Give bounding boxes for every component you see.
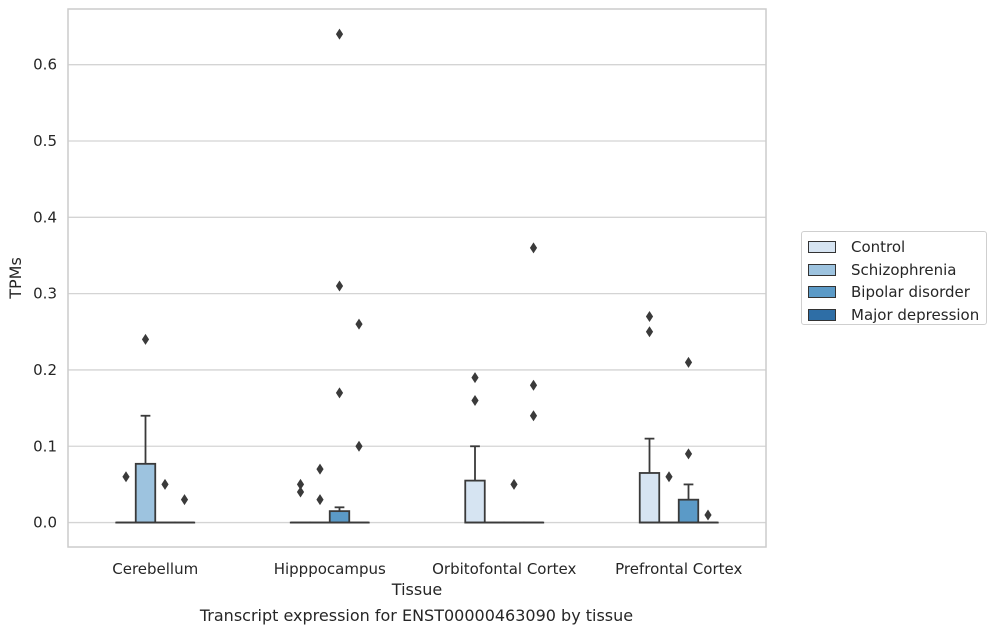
x-tick-label: Hipppocampus <box>274 560 386 578</box>
y-axis-label: TPMs <box>6 257 25 300</box>
box-major-depression <box>348 318 370 524</box>
outlier-point <box>316 494 324 506</box>
outlier-point <box>296 486 305 498</box>
legend-item: Major depression <box>808 304 986 327</box>
box-schizophrenia <box>134 333 157 524</box>
x-axis-label: Tissue <box>391 580 442 599</box>
box-major-depression <box>697 509 719 524</box>
box-body <box>638 472 661 524</box>
box-control <box>464 372 486 524</box>
legend-swatch <box>808 308 836 321</box>
plot-frame <box>67 8 767 548</box>
legend-label: Major depression <box>851 305 980 324</box>
outlier-point <box>122 471 130 483</box>
x-tick-label: Cerebellum <box>112 560 198 578</box>
outlier-point <box>180 494 189 506</box>
legend-label: Schizophrenia <box>851 260 957 279</box>
y-tick-label: 0.4 <box>33 208 57 226</box>
box-bipolar-disorder <box>677 356 700 524</box>
outlier-point <box>355 318 363 330</box>
outlier-point <box>684 448 693 460</box>
box-body <box>328 510 351 524</box>
x-tick-label: Orbitofontal Cortex <box>432 560 576 578</box>
box-body <box>677 498 700 524</box>
outlier-point <box>510 478 518 490</box>
outlier-point <box>471 372 479 384</box>
x-tick-label: Prefrontal Cortex <box>615 560 742 578</box>
legend-swatch <box>808 263 836 276</box>
legend-label: Bipolar disorder <box>851 283 970 302</box>
legend-swatch <box>808 241 836 254</box>
y-tick-label: 0.1 <box>33 437 57 455</box>
chart-caption: Transcript expression for ENST0000046309… <box>199 606 634 625</box>
outlier-point <box>529 379 538 391</box>
outlier-point <box>335 387 344 399</box>
outlier-point <box>645 326 654 338</box>
box-body <box>134 462 157 524</box>
box-schizophrenia <box>309 463 331 524</box>
y-tick-label: 0.3 <box>33 285 57 303</box>
box-control <box>115 471 137 524</box>
box-control <box>638 311 661 524</box>
outlier-point <box>529 410 538 422</box>
outlier-point <box>335 280 344 292</box>
box-control <box>289 478 312 524</box>
outlier-point <box>645 311 654 323</box>
outlier-point <box>335 28 344 40</box>
y-tick-label: 0.5 <box>33 132 57 150</box>
legend-swatch <box>808 286 836 299</box>
outlier-point <box>161 478 169 490</box>
legend: Control Schizophrenia Bipolar disorder Majo… <box>801 231 987 325</box>
outlier-point <box>684 356 693 368</box>
outlier-point <box>529 242 538 254</box>
y-tick-label: 0.2 <box>33 361 57 379</box>
legend-item: Schizophrenia <box>808 259 986 282</box>
box-major-depression <box>522 242 545 524</box>
outlier-point <box>141 333 150 345</box>
grid-lines <box>68 64 766 524</box>
box-bipolar-disorder <box>503 478 525 524</box>
y-tick-label: 0.6 <box>33 56 57 74</box>
legend-item: Bipolar disorder <box>808 281 986 304</box>
y-tick-label: 0.0 <box>33 514 57 532</box>
box-schizophrenia <box>658 471 680 524</box>
outlier-point <box>296 478 305 490</box>
x-axis-ticks: Cerebellum Hipppocampus Orbitofontal Corte… <box>112 560 742 578</box>
box-bipolar-disorder <box>328 28 351 524</box>
outlier-point <box>704 509 712 521</box>
outlier-point <box>355 440 363 452</box>
box-plot-series <box>115 28 719 524</box>
box-bipolar-disorder <box>154 478 176 524</box>
legend-item: Control <box>808 236 986 259</box>
box-major-depression <box>173 494 196 524</box>
outlier-point <box>316 463 324 475</box>
outlier-point <box>665 471 673 483</box>
box-body <box>464 479 486 524</box>
outlier-point <box>471 394 479 406</box>
legend-label: Control <box>851 238 906 257</box>
y-axis-ticks: 0.0 0.1 0.2 0.3 0.4 0.5 0.6 <box>33 56 57 532</box>
